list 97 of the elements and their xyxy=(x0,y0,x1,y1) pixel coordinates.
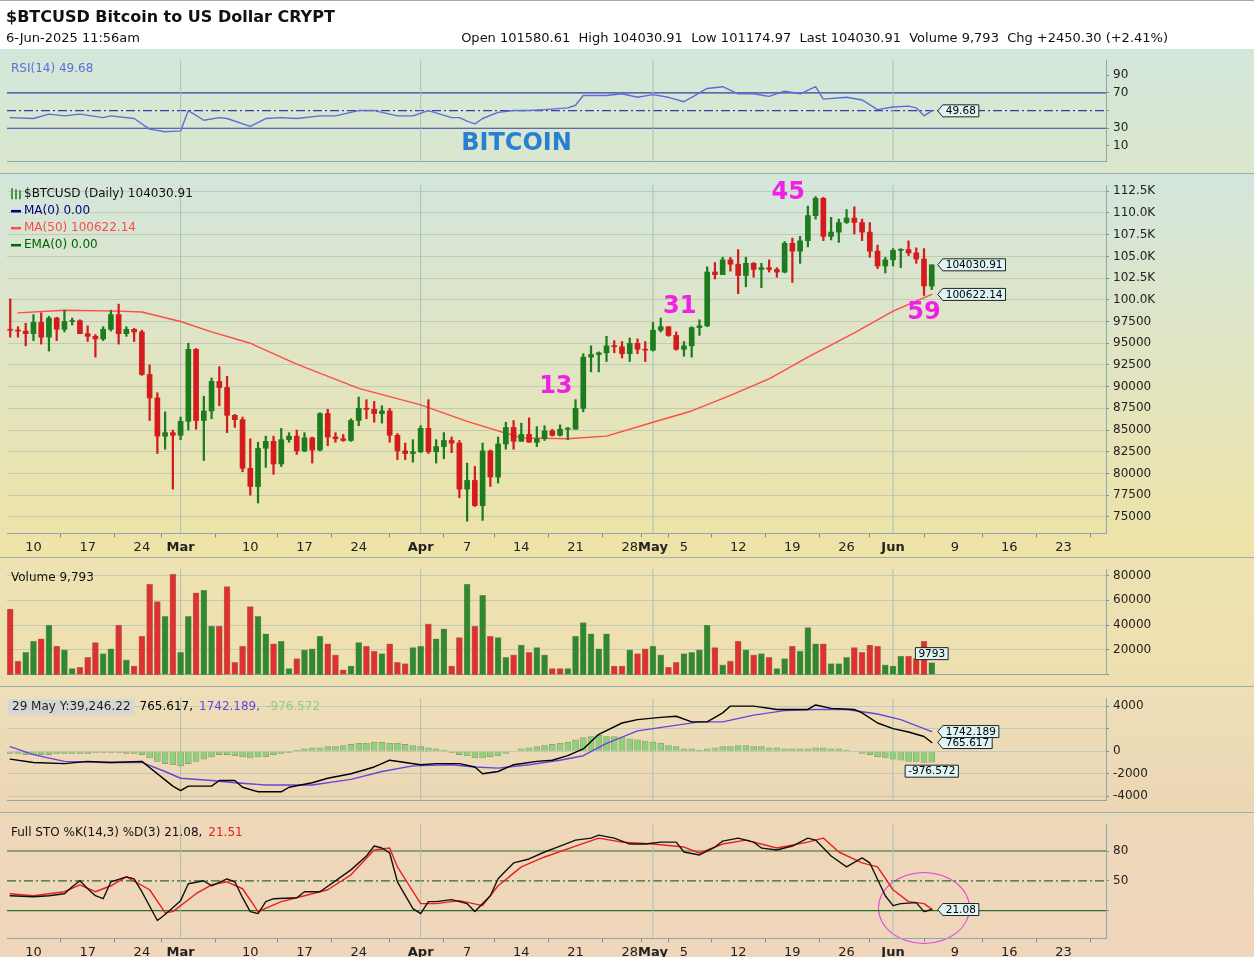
text: 765.617, xyxy=(139,699,193,714)
y-tick-label: 105.0K xyxy=(1113,248,1157,263)
text: Volume 9,793 xyxy=(11,570,94,585)
x-tick-label: 26 xyxy=(838,943,855,957)
y-tick-label: 50 xyxy=(1113,872,1129,887)
y-tick-label: -4000 xyxy=(1113,788,1148,803)
x-tick-label: 10 xyxy=(25,943,42,957)
x-tick-label: 14 xyxy=(513,538,530,554)
annotation: 31 xyxy=(663,291,697,320)
y-tick-label: 110.0K xyxy=(1113,205,1157,220)
x-tick-label: May xyxy=(638,538,669,554)
y-tick-label: 80 xyxy=(1113,843,1129,858)
x-tick-label: 17 xyxy=(296,538,313,554)
x-tick-label: 14 xyxy=(513,943,530,957)
y-tick-label: 0 xyxy=(1113,743,1121,758)
x-tick-label: 19 xyxy=(784,943,801,957)
y-tick-label: 4000 xyxy=(1113,698,1144,713)
y-tick-label: 30 xyxy=(1113,120,1129,135)
y-tick-label: 80000 xyxy=(1113,465,1152,480)
x-tick-label: 28 xyxy=(621,943,639,957)
legend-label: $BTCUSD (Daily) 104030.91 xyxy=(24,186,193,201)
x-tick-label: 9 xyxy=(950,943,960,957)
y-tick-label: 10 xyxy=(1113,138,1129,153)
text: Open 101580.61 High 104030.91 Low 101174.97 Last 104030.91 Volume 9,793 Chg +2450.30 (+2.41%) xyxy=(461,30,1168,45)
data-label: 21.08 xyxy=(945,902,976,915)
x-tick-label: Mar xyxy=(166,943,196,957)
x-tick-label: 16 xyxy=(1000,538,1018,554)
data-label: 1742.189 xyxy=(945,724,996,737)
y-tick-label: 20000 xyxy=(1113,642,1152,657)
chart-title: $BTCUSD Bitcoin to US Dollar CRYPT xyxy=(6,7,335,26)
x-tick-label: 10 xyxy=(242,943,259,957)
annotation: 13 xyxy=(539,370,573,399)
text: RSI(14) 49.68 xyxy=(11,61,94,76)
x-tick-label: 28 xyxy=(621,538,639,554)
x-tick-label: 16 xyxy=(1000,943,1018,957)
y-tick-label: -2000 xyxy=(1113,765,1148,780)
y-tick-label: 70 xyxy=(1113,85,1129,100)
x-tick-label: 23 xyxy=(1055,538,1072,554)
x-tick-label: 24 xyxy=(133,538,151,554)
y-tick-label: 85000 xyxy=(1113,422,1152,437)
x-tick-label: 10 xyxy=(242,538,259,554)
x-tick-label: Apr xyxy=(407,538,435,554)
x-tick-label: 21 xyxy=(567,538,584,554)
data-label: 9793 xyxy=(918,646,946,659)
x-tick-label: 19 xyxy=(784,538,801,554)
y-tick-label: 97500 xyxy=(1113,313,1152,328)
x-tick-label: 5 xyxy=(679,538,689,554)
x-tick-label: 12 xyxy=(729,538,747,554)
legend-label: MA(0) 0.00 xyxy=(24,203,91,218)
x-tick-label: 21 xyxy=(567,943,584,957)
x-tick-label: 23 xyxy=(1055,943,1072,957)
x-tick-label: 24 xyxy=(133,943,151,957)
x-tick-label: 24 xyxy=(350,538,367,554)
data-label: 765.617 xyxy=(945,735,990,748)
x-tick-label: 17 xyxy=(79,538,96,554)
x-tick-label: 5 xyxy=(679,943,689,957)
annotation: BITCOIN xyxy=(461,128,572,157)
x-tick-label: 26 xyxy=(838,538,855,554)
y-tick-label: 77500 xyxy=(1113,487,1152,502)
y-tick-label: 95000 xyxy=(1113,335,1152,350)
text: 104030.91 xyxy=(945,258,1003,271)
y-tick-label: 112.5K xyxy=(1113,183,1157,198)
y-tick-label: 60000 xyxy=(1113,592,1152,607)
y-tick-label: 90000 xyxy=(1113,378,1152,393)
y-tick-label: 75000 xyxy=(1113,509,1152,524)
x-tick-label: 7 xyxy=(462,943,472,957)
data-label: 49.68 xyxy=(945,104,976,117)
x-tick-label: 9 xyxy=(950,538,960,554)
legend-label: MA(50) 100622.14 xyxy=(24,220,136,235)
x-tick-label: Mar xyxy=(166,538,196,554)
y-tick-label: 102.5K xyxy=(1113,270,1157,285)
data-label: 100622.14 xyxy=(945,287,1003,300)
y-tick-label: 100.0K xyxy=(1113,291,1157,306)
x-tick-label: 24 xyxy=(350,943,367,957)
x-tick-label: Jun xyxy=(880,538,905,554)
x-tick-label: 7 xyxy=(462,538,472,554)
x-tick-label: 10 xyxy=(25,538,42,554)
text: 21.51 xyxy=(208,825,243,840)
data-label: -976.572 xyxy=(908,764,956,777)
y-tick-label: 80000 xyxy=(1113,567,1152,582)
y-tick-label: 82500 xyxy=(1113,443,1152,458)
annotation: 59 xyxy=(907,296,941,325)
text: -976.572 xyxy=(266,699,321,714)
x-tick-label: 12 xyxy=(729,943,747,957)
y-tick-label: 90 xyxy=(1113,67,1129,82)
chart-subtitle: 6-Jun-2025 11:56am xyxy=(6,30,140,45)
legend-label: EMA(0) 0.00 xyxy=(24,237,98,252)
annotation: 45 xyxy=(771,177,805,206)
y-tick-label: 92500 xyxy=(1113,357,1152,372)
annotation: 29 May Y:39,246.22 xyxy=(12,699,131,714)
y-tick-label: 107.5K xyxy=(1113,226,1157,241)
text: 1742.189, xyxy=(199,699,261,714)
x-tick-label: 17 xyxy=(79,943,96,957)
y-tick-label: 40000 xyxy=(1113,617,1152,632)
text: Full STO %K(14,3) %D(3) 21.08, xyxy=(11,825,203,840)
y-tick-label: 87500 xyxy=(1113,400,1152,415)
x-tick-label: 17 xyxy=(296,943,313,957)
